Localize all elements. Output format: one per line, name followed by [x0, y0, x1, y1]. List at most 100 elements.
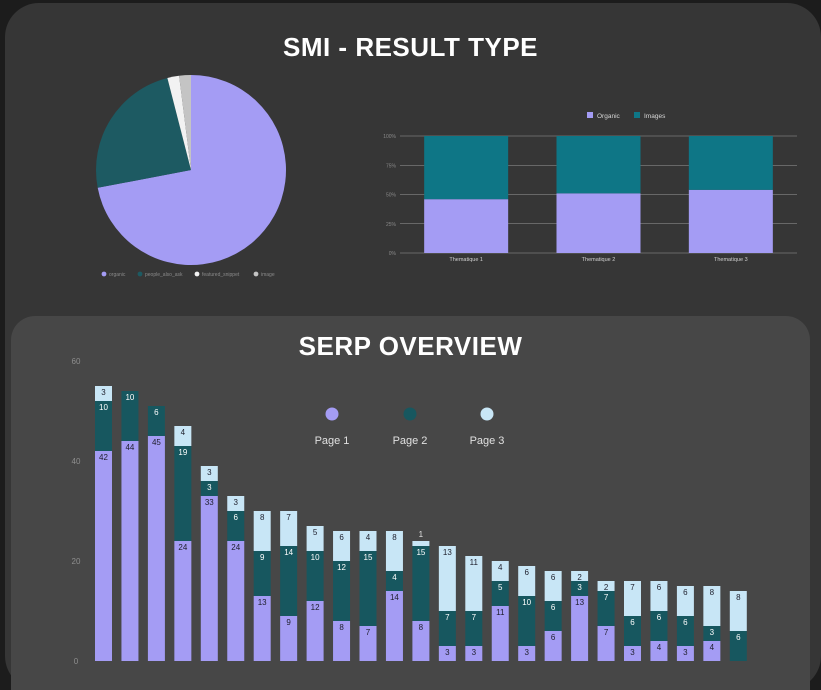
x-tick-label: Thematique 1 — [449, 257, 483, 263]
bar-page3-6 — [227, 496, 245, 511]
bar-organic-2 — [556, 193, 641, 253]
bar-page2-2 — [121, 391, 139, 441]
pie-legend-label: featured_snippet — [202, 272, 240, 278]
data-label: 6 — [551, 603, 556, 612]
x-tick-label: Thematique 2 — [582, 257, 616, 263]
bar-page2-6 — [227, 511, 245, 541]
bar-page2-3 — [147, 406, 165, 436]
data-label: 6 — [630, 618, 635, 627]
bar-page1-12 — [385, 591, 403, 661]
bar-page1-21 — [624, 646, 641, 661]
data-label: 33 — [205, 498, 214, 507]
data-label: 7 — [472, 613, 477, 622]
bar-page2-8 — [280, 546, 298, 616]
data-label: 12 — [337, 563, 346, 572]
pie-slice-people-also-ask — [95, 77, 191, 188]
bar-page2-9 — [306, 551, 324, 601]
data-label: 6 — [657, 583, 662, 592]
legend-dot-page-3 — [480, 407, 494, 421]
bar-page2-16 — [491, 581, 509, 606]
data-label: 7 — [286, 513, 291, 522]
bar-images-3 — [688, 136, 773, 190]
bar-page1-6 — [227, 541, 245, 661]
bar-page3-25 — [729, 591, 747, 631]
bar-page3-17 — [518, 566, 536, 596]
bar-page3-4 — [174, 426, 192, 446]
bar-page2-7 — [253, 551, 271, 596]
y-tick-label: 0 — [74, 657, 79, 666]
bar-page3-16 — [491, 561, 509, 581]
bar-page1-23 — [676, 646, 694, 661]
data-label: 6 — [154, 408, 159, 417]
legend-label-organic: Organic — [597, 113, 621, 120]
data-label: 5 — [498, 583, 503, 592]
data-label: 24 — [231, 543, 240, 552]
bar-organic-3 — [688, 189, 773, 253]
bar-page2-18 — [544, 601, 562, 631]
data-label: 9 — [286, 618, 291, 627]
y-tick-label: 60 — [72, 357, 81, 366]
bar-page3-19 — [571, 571, 589, 581]
pie-legend-swatch — [101, 271, 107, 277]
bar-page1-11 — [359, 626, 377, 661]
data-label: 4 — [392, 573, 397, 582]
bar-page1-4 — [174, 541, 192, 661]
pie-legend-label: people_also_ask — [145, 272, 183, 278]
x-tick-label: Thematique 3 — [714, 257, 748, 263]
bar-page1-9 — [306, 601, 324, 661]
bar-page1-19 — [571, 596, 589, 661]
pie-slice-image — [179, 75, 191, 170]
data-label: 6 — [551, 573, 556, 582]
pie-legend-label: organic — [109, 272, 126, 278]
bar-page2-23 — [676, 616, 694, 646]
data-label: 8 — [339, 623, 344, 632]
y-tick-label: 40 — [72, 457, 81, 466]
data-label: 13 — [443, 548, 452, 557]
bar-page3-24 — [703, 586, 721, 626]
data-label: 6 — [683, 618, 688, 627]
data-label: 4 — [181, 428, 186, 437]
bar-page1-18 — [544, 631, 562, 661]
bar-page3-23 — [676, 586, 694, 616]
pie-slice-organic — [97, 75, 286, 266]
data-label: 4 — [366, 533, 371, 542]
y-tick-label: 20 — [72, 557, 81, 566]
data-label: 4 — [657, 643, 662, 652]
bar-page2-20 — [597, 591, 615, 626]
data-label: 6 — [339, 533, 344, 542]
data-label: 3 — [472, 648, 477, 657]
legend-label-images: Images — [644, 113, 666, 120]
bar-page2-14 — [438, 611, 456, 646]
legend-dot-page-1 — [325, 407, 339, 421]
data-label: 3 — [683, 648, 688, 657]
bar-page1-15 — [465, 646, 483, 661]
bar-page2-15 — [465, 611, 483, 646]
data-label: 6 — [524, 568, 529, 577]
bar-page2-5 — [200, 481, 218, 496]
data-label: 3 — [445, 648, 450, 657]
bar-page3-9 — [306, 526, 324, 551]
legend-label-page-2: Page 2 — [393, 435, 428, 447]
data-label: 14 — [284, 548, 293, 557]
bar-page1-17 — [518, 646, 536, 661]
bar-page3-14 — [438, 546, 456, 611]
data-label: 3 — [101, 388, 106, 397]
data-label: 13 — [258, 598, 267, 607]
legend-label-page-3: Page 3 — [470, 435, 505, 447]
data-label: 7 — [366, 628, 371, 637]
data-label: 2 — [604, 583, 609, 592]
legend-label-page-1: Page 1 — [315, 435, 350, 447]
bar-page2-25 — [729, 631, 747, 661]
bar-page3-18 — [544, 571, 562, 601]
bar-page2-13 — [412, 546, 430, 621]
y-tick-label: 25% — [386, 222, 397, 228]
data-label: 13 — [575, 598, 584, 607]
data-label: 5 — [313, 528, 318, 537]
bar-page3-11 — [359, 531, 377, 551]
bar-page1-24 — [703, 641, 721, 661]
data-label: 11 — [470, 558, 479, 567]
bar-page1-2 — [121, 441, 139, 661]
data-label: 10 — [125, 393, 134, 402]
y-tick-label: 0% — [389, 251, 397, 257]
